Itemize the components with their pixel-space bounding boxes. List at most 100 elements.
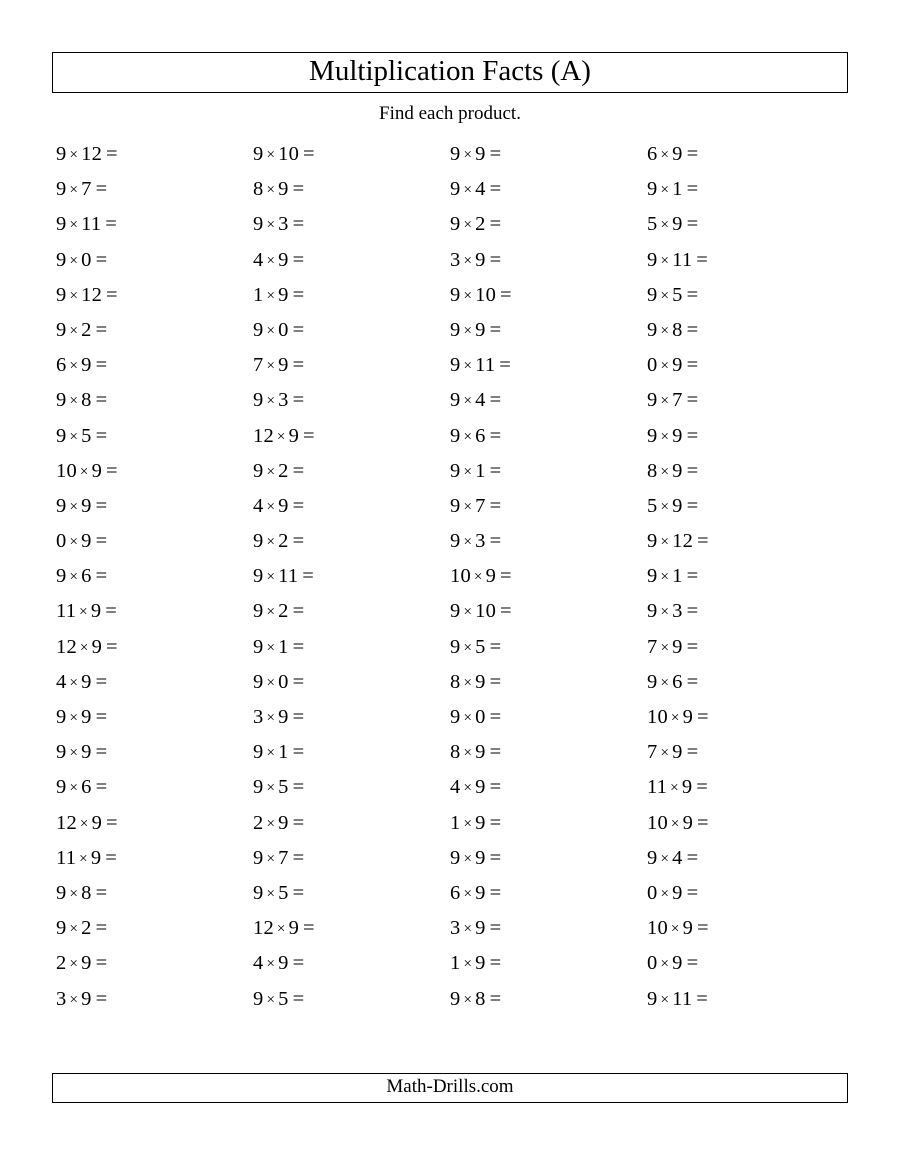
problem-cell: 10×9= (647, 706, 844, 729)
problem-cell: 9×5= (647, 284, 844, 307)
problem-cell: 9×2= (253, 600, 450, 623)
problem-cell: 9×12= (56, 284, 253, 307)
problem-cell: 5×9= (647, 213, 844, 236)
problem-cell: 9×11= (647, 988, 844, 1011)
problem-cell: 10×9= (647, 812, 844, 835)
problem-cell: 0×9= (647, 952, 844, 975)
problem-cell: 9×12= (56, 143, 253, 166)
problem-cell: 9×9= (56, 741, 253, 764)
problem-cell: 2×9= (56, 952, 253, 975)
problem-cell: 9×1= (253, 741, 450, 764)
problem-cell: 9×1= (647, 178, 844, 201)
footer-text: Math-Drills.com (386, 1076, 513, 1097)
problem-cell: 8×9= (450, 741, 647, 764)
problem-cell: 12×9= (56, 636, 253, 659)
problem-cell: 9×4= (647, 847, 844, 870)
page-title: Multiplication Facts (A) (309, 55, 591, 87)
problem-cell: 4×9= (253, 952, 450, 975)
problem-cell: 8×9= (647, 460, 844, 483)
problem-cell: 9×11= (56, 213, 253, 236)
problem-cell: 1×9= (450, 812, 647, 835)
problem-cell: 4×9= (253, 249, 450, 272)
problem-cell: 0×9= (647, 354, 844, 377)
problem-cell: 9×7= (56, 178, 253, 201)
problem-cell: 0×9= (56, 530, 253, 553)
problem-cell: 9×4= (450, 178, 647, 201)
problem-cell: 4×9= (56, 671, 253, 694)
problem-cell: 9×10= (450, 284, 647, 307)
problem-cell: 9×7= (647, 389, 844, 412)
problem-cell: 9×5= (56, 425, 253, 448)
problem-cell: 9×9= (450, 143, 647, 166)
problem-cell: 10×9= (647, 917, 844, 940)
problem-cell: 10×9= (56, 460, 253, 483)
problem-cell: 9×9= (647, 425, 844, 448)
problem-cell: 12×9= (253, 425, 450, 448)
problem-cell: 0×9= (647, 882, 844, 905)
problem-cell: 8×9= (253, 178, 450, 201)
problem-cell: 3×9= (56, 988, 253, 1011)
problem-cell: 9×2= (253, 530, 450, 553)
problem-cell: 9×12= (647, 530, 844, 553)
problems-grid: 9×12=9×10=9×9=6×9=9×7=8×9=9×4=9×1=9×11=9… (52, 143, 848, 1011)
problem-cell: 11×9= (56, 600, 253, 623)
problem-cell: 9×2= (56, 917, 253, 940)
title-box: Multiplication Facts (A) (52, 52, 848, 93)
problem-cell: 9×1= (450, 460, 647, 483)
problem-cell: 9×2= (253, 460, 450, 483)
worksheet-page: Multiplication Facts (A) Find each produ… (0, 0, 900, 1165)
problem-cell: 3×9= (450, 917, 647, 940)
problem-cell: 9×0= (253, 319, 450, 342)
problem-cell: 5×9= (647, 495, 844, 518)
problem-cell: 9×8= (450, 988, 647, 1011)
problem-cell: 7×9= (647, 636, 844, 659)
problem-cell: 1×9= (450, 952, 647, 975)
problem-cell: 9×8= (56, 389, 253, 412)
problem-cell: 11×9= (56, 847, 253, 870)
problem-cell: 4×9= (253, 495, 450, 518)
problem-cell: 9×3= (253, 389, 450, 412)
problem-cell: 9×7= (253, 847, 450, 870)
problem-cell: 9×9= (450, 319, 647, 342)
problem-cell: 9×9= (56, 495, 253, 518)
problem-cell: 9×6= (647, 671, 844, 694)
problem-cell: 9×10= (253, 143, 450, 166)
problem-cell: 9×9= (450, 847, 647, 870)
problem-cell: 9×7= (450, 495, 647, 518)
problem-cell: 9×6= (56, 776, 253, 799)
problem-cell: 9×9= (56, 706, 253, 729)
problem-cell: 3×9= (450, 249, 647, 272)
problem-cell: 9×8= (647, 319, 844, 342)
instruction-text: Find each product. (52, 103, 848, 125)
problem-cell: 9×2= (450, 213, 647, 236)
problem-cell: 9×3= (647, 600, 844, 623)
footer-box: Math-Drills.com (52, 1073, 848, 1103)
problem-cell: 9×3= (450, 530, 647, 553)
problem-cell: 6×9= (450, 882, 647, 905)
problem-cell: 9×11= (450, 354, 647, 377)
problem-cell: 9×11= (253, 565, 450, 588)
problem-cell: 7×9= (647, 741, 844, 764)
problem-cell: 9×5= (450, 636, 647, 659)
problem-cell: 9×6= (56, 565, 253, 588)
problem-cell: 9×2= (56, 319, 253, 342)
problem-cell: 3×9= (253, 706, 450, 729)
problem-cell: 9×6= (450, 425, 647, 448)
problem-cell: 11×9= (647, 776, 844, 799)
problem-cell: 10×9= (450, 565, 647, 588)
problem-cell: 9×0= (253, 671, 450, 694)
problem-cell: 1×9= (253, 284, 450, 307)
problem-cell: 9×11= (647, 249, 844, 272)
problem-cell: 9×10= (450, 600, 647, 623)
problem-cell: 9×3= (253, 213, 450, 236)
problem-cell: 8×9= (450, 671, 647, 694)
problem-cell: 9×5= (253, 988, 450, 1011)
problem-cell: 2×9= (253, 812, 450, 835)
problem-cell: 9×1= (647, 565, 844, 588)
problem-cell: 9×5= (253, 882, 450, 905)
problem-cell: 12×9= (56, 812, 253, 835)
problem-cell: 6×9= (647, 143, 844, 166)
problem-cell: 9×4= (450, 389, 647, 412)
problem-cell: 6×9= (56, 354, 253, 377)
problem-cell: 7×9= (253, 354, 450, 377)
